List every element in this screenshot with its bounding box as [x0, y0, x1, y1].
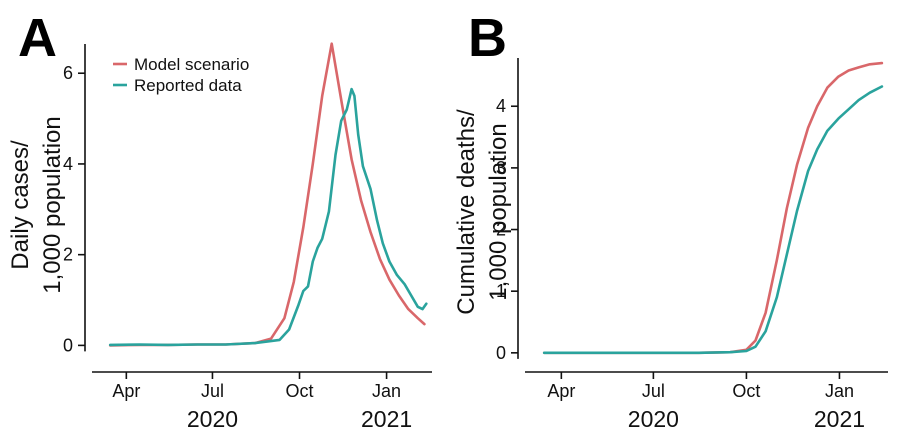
panel-a-x-tick-label: Jan [372, 381, 401, 401]
panel-a-x-tick-label: Jul [201, 381, 224, 401]
panel-b-x-tick-label: Apr [547, 381, 575, 401]
panel-b-letter: B [468, 8, 507, 68]
panel-b-year-label: 2020 [628, 406, 679, 432]
panel-b-y-tick-label: 3 [496, 158, 506, 178]
panel-a-x-tick-label: Oct [286, 381, 314, 401]
panel-a-y-axis-title-line: Daily cases/ [7, 140, 34, 270]
panel-b-y-tick-label: 0 [496, 343, 506, 363]
panel-a-y-tick-label: 2 [63, 245, 73, 265]
legend-label: Model scenario [134, 55, 249, 74]
panel-b-series-reported-data [542, 85, 884, 355]
panel-b-y-tick-label: 2 [496, 220, 506, 240]
panel-b: B 0 1 2 3 4 Apr Jul Oct Jan 2020 2021 Cumulative de… [453, 8, 888, 432]
panel-a-year-label: 2021 [361, 406, 412, 432]
panel-a-letter: A [18, 8, 57, 68]
panel-b-series-model-scenario [542, 61, 884, 355]
panel-b-y-tick-label: 1 [496, 281, 506, 301]
panel-a-year-label: 2020 [187, 406, 238, 432]
panel-b-x-tick-label: Jul [642, 381, 665, 401]
panel-a-y-tick-label: 4 [63, 154, 73, 174]
panel-a-y-tick-label: 6 [63, 63, 73, 83]
panel-b-year-label: 2021 [814, 406, 865, 432]
legend-label: Reported data [134, 76, 242, 95]
panel-a: A 0 2 4 6 Apr Jul Oct Jan 2020 2021 Daily cases/1,… [7, 8, 432, 432]
panel-a-series-reported-data [108, 87, 428, 347]
panel-b-y-axis-title-line: 1,000 population [485, 123, 512, 301]
panel-a-x-tick-label: Apr [112, 381, 140, 401]
panel-b-y-axis-title-line: Cumulative deaths/ [453, 109, 480, 315]
panel-a-y-axis-title-line: 1,000 population [39, 116, 66, 294]
panel-b-x-tick-label: Jan [825, 381, 854, 401]
panel-b-x-tick-label: Oct [732, 381, 760, 401]
panel-a-y-tick-label: 0 [63, 335, 73, 355]
panel-b-y-tick-label: 4 [496, 96, 506, 116]
